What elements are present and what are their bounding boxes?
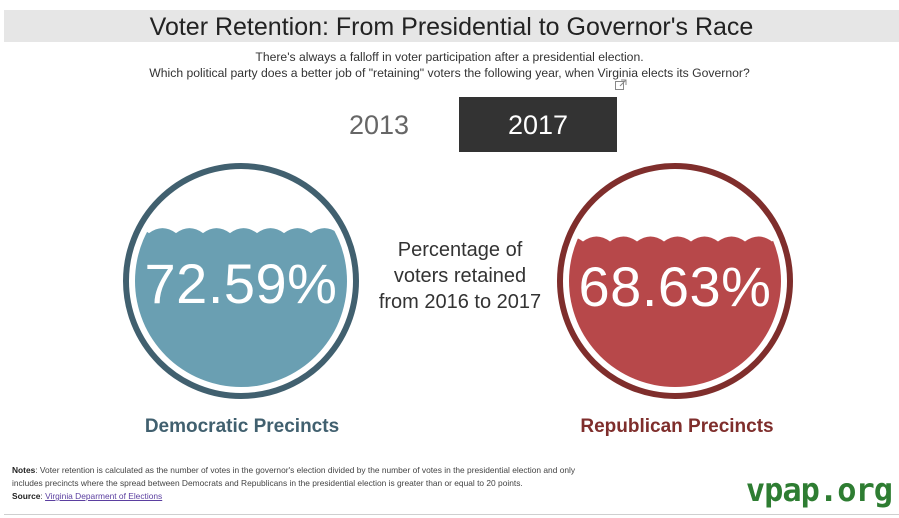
subtitle-line-1: There's always a falloff in voter partic… [255,50,644,64]
year-tab-2013[interactable]: 2013 [300,97,458,152]
notes-heading: Notes [12,465,36,475]
republican-retention-value: 68.63% [578,255,772,318]
notes-text: : Voter retention is calculated as the n… [12,465,576,488]
source-line: Source: Virginia Deparment of Elections [12,491,163,501]
page-title: Voter Retention: From Presidential to Go… [4,10,899,42]
republican-gauge-graphic [557,163,793,399]
democratic-retention-value: 72.59% [144,252,338,315]
center-label-line-1: Percentage of [397,239,523,261]
republican-gauge-fill [569,236,781,387]
notes-paragraph: Notes: Voter retention is calculated as … [12,464,592,490]
center-label: Percentage of voters retained from 2016 … [365,237,555,315]
expand-icon[interactable] [615,79,627,90]
source-heading: Source [12,491,41,501]
democratic-gauge-graphic [123,163,359,399]
republican-precincts-label: Republican Precincts [580,416,774,437]
democratic-gauge-fill [135,228,347,387]
bottom-divider [4,514,899,515]
subtitle-line-2: Which political party does a better job … [149,66,750,80]
center-label-line-2: voters retained [393,265,527,287]
brand-logo: vpap.org [745,471,893,509]
year-tab-2017[interactable]: 2017 [459,97,617,152]
subtitle: There's always a falloff in voter partic… [0,49,899,81]
notes: Notes: Voter retention is calculated as … [12,464,592,503]
republican-gauge: 68.63% [556,162,794,400]
democratic-gauge: 72.59% [122,162,360,400]
source-link[interactable]: Virginia Deparment of Elections [45,491,163,501]
center-label-line-3: from 2016 to 2017 [378,291,542,313]
democratic-precincts-label: Democratic Precincts [144,416,340,437]
